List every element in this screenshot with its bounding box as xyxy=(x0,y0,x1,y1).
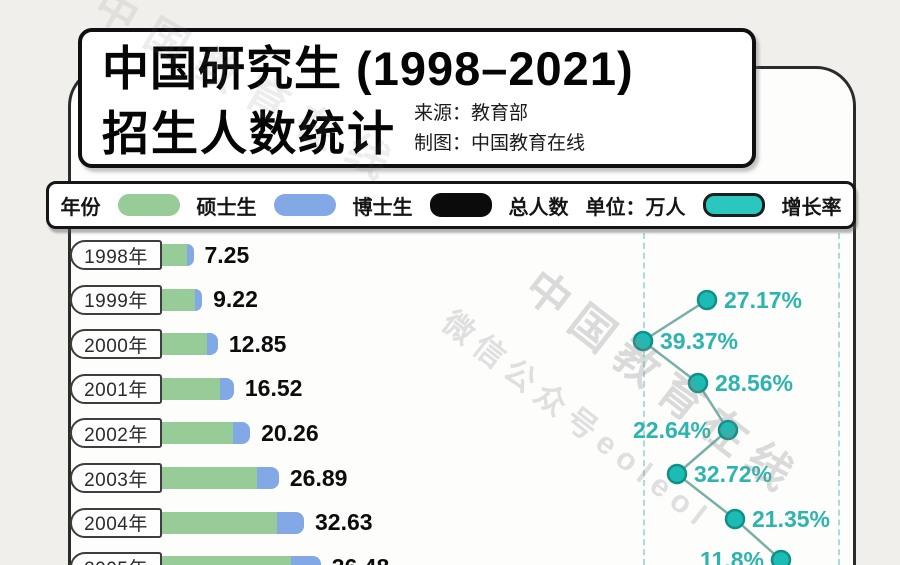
legend-unit-label: 单位：万人 xyxy=(585,196,686,219)
doctor-bar-segment xyxy=(194,288,203,311)
legend-bar: 年份 硕士生 博士生 总人数 单位：万人 增长率 xyxy=(46,181,856,229)
doctor-bar-segment xyxy=(207,333,218,356)
total-value-label: 36.48 xyxy=(332,554,390,565)
growth-guide-right xyxy=(838,233,840,565)
table-row: 1999年 9.22 xyxy=(70,284,258,315)
table-row: 2001年 16.52 xyxy=(70,373,303,404)
total-value-label: 7.25 xyxy=(204,241,250,268)
table-row: 1998年 7.25 xyxy=(70,240,249,270)
legend-year-label: 年份 xyxy=(60,196,101,219)
year-pill: 2005年 xyxy=(70,552,162,565)
master-bar-segment xyxy=(162,377,221,400)
year-pill: 2003年 xyxy=(70,463,162,493)
stacked-bar xyxy=(162,377,234,400)
stacked-bar xyxy=(162,422,251,445)
total-value-label: 9.22 xyxy=(213,286,258,313)
page-title-line1: 中国研究生 (1998–2021) xyxy=(102,42,634,95)
total-value-label: 12.85 xyxy=(228,330,287,357)
master-bar-segment xyxy=(162,467,257,489)
table-row: 2005年 36.48 xyxy=(70,552,389,565)
doctor-bar-segment xyxy=(290,556,321,565)
doctor-bar-segment xyxy=(186,244,194,266)
doctor-bar-segment xyxy=(277,511,304,534)
total-value-label: 26.89 xyxy=(289,464,348,491)
master-bar-segment xyxy=(162,556,291,565)
total-swatch xyxy=(429,193,492,217)
year-pill: 2002年 xyxy=(70,418,162,449)
table-row: 2003年 26.89 xyxy=(70,463,347,493)
master-swatch xyxy=(117,194,180,216)
year-pill: 2001年 xyxy=(70,373,162,404)
legend-total-label: 总人数 xyxy=(508,196,569,219)
total-value-label: 20.26 xyxy=(261,419,319,446)
table-row: 2000年 12.85 xyxy=(70,329,287,360)
legend-doctor-label: 博士生 xyxy=(352,196,413,219)
year-pill: 2004年 xyxy=(70,507,162,538)
master-bar-segment xyxy=(162,244,187,266)
stacked-bar xyxy=(162,556,321,565)
master-bar-segment xyxy=(162,422,234,445)
credit-text: 制图：中国教育在线 xyxy=(414,132,586,154)
doctor-bar-segment xyxy=(256,467,279,489)
doctor-bar-segment xyxy=(220,377,234,400)
stacked-bar xyxy=(162,511,304,534)
master-bar-segment xyxy=(162,288,195,311)
legend-growth-label: 增长率 xyxy=(781,196,842,219)
table-row: 2002年 20.26 xyxy=(70,418,319,449)
master-bar-segment xyxy=(162,333,208,356)
year-pill: 1998年 xyxy=(70,240,162,270)
title-card: 中国研究生 (1998–2021) 招生人数统计 来源：教育部 制图：中国教育在… xyxy=(78,28,756,168)
doctor-bar-segment xyxy=(233,422,251,445)
source-block: 来源：教育部 制图：中国教育在线 xyxy=(414,99,585,164)
year-pill: 1999年 xyxy=(70,284,162,315)
legend-master-label: 硕士生 xyxy=(196,196,257,219)
master-bar-segment xyxy=(162,511,277,534)
page-title-line2: 招生人数统计 xyxy=(102,107,396,161)
total-value-label: 16.52 xyxy=(244,375,303,402)
growth-swatch xyxy=(702,193,765,217)
total-value-label: 32.63 xyxy=(315,509,373,536)
stacked-bar xyxy=(162,288,203,311)
year-pill: 2000年 xyxy=(70,329,162,360)
table-row: 2004年 32.63 xyxy=(70,507,373,538)
stacked-bar xyxy=(162,333,218,356)
source-text: 来源：教育部 xyxy=(414,103,529,125)
stacked-bar xyxy=(162,467,279,489)
doctor-swatch xyxy=(273,194,336,216)
stacked-bar xyxy=(162,244,194,266)
